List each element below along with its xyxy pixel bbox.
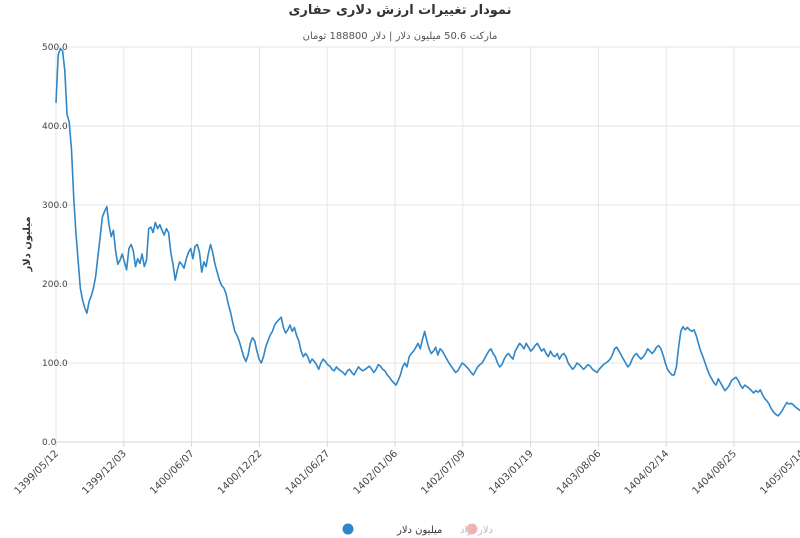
legend-marker-million-dollar <box>342 523 354 535</box>
x-tick-label: 1399/05/12 <box>13 448 62 497</box>
chart-title: نمودار تغییرات ارزش دلاری حفاری <box>288 3 511 18</box>
y-tick-label: 400.0 <box>42 122 68 132</box>
legend-item-free-dollar[interactable]: دلار آزاد <box>460 523 493 536</box>
x-tick-label: 1399/12/03 <box>80 448 129 497</box>
legend-label-free-dollar: دلار آزاد <box>460 523 493 536</box>
y-tick-label: 100.0 <box>42 359 68 369</box>
x-tick-label: 1403/08/06 <box>555 448 604 497</box>
y-axis-label: میلیون دلار <box>22 216 33 272</box>
legend-item-million-dollar[interactable]: میلیون دلار <box>342 523 443 537</box>
horizontal-gridlines <box>56 46 800 443</box>
y-tick-label: 500.0 <box>42 43 68 53</box>
x-tick-label: 1403/01/19 <box>487 448 536 497</box>
chart-subtitle: مارکت 50.6 میلیون دلار | دلار 188800 توم… <box>303 31 498 42</box>
x-tick-label: 1404/02/14 <box>623 448 672 497</box>
legend-marker-free-dollar <box>466 523 478 535</box>
vertical-gridlines <box>55 47 735 447</box>
x-tick-label: 1400/06/07 <box>148 448 197 497</box>
x-tick-label: 1402/01/06 <box>352 448 401 497</box>
series-layer <box>55 47 800 417</box>
x-tick-label: 1401/06/27 <box>284 448 333 497</box>
legend-label-million-dollar: میلیون دلار <box>396 525 442 536</box>
y-tick-label: 0.0 <box>42 438 57 448</box>
series-line-0 <box>55 47 800 417</box>
y-tick-label: 300.0 <box>42 201 68 211</box>
x-tick-label: 1400/12/22 <box>216 448 265 497</box>
y-tick-label: 200.0 <box>42 280 68 290</box>
x-tick-label: 1405/05/14 <box>758 448 800 497</box>
y-axis-ticks: 0.0 100.0 200.0 300.0 400.0 500.0 <box>42 43 68 448</box>
x-tick-label: 1402/07/09 <box>419 448 468 497</box>
x-tick-label: 1404/08/25 <box>691 448 740 497</box>
x-axis-ticks: 1399/05/12 1399/12/03 1400/06/07 1400/12/22… <box>13 448 800 497</box>
legend: دلار آزاد میلیون دلار <box>342 523 493 537</box>
